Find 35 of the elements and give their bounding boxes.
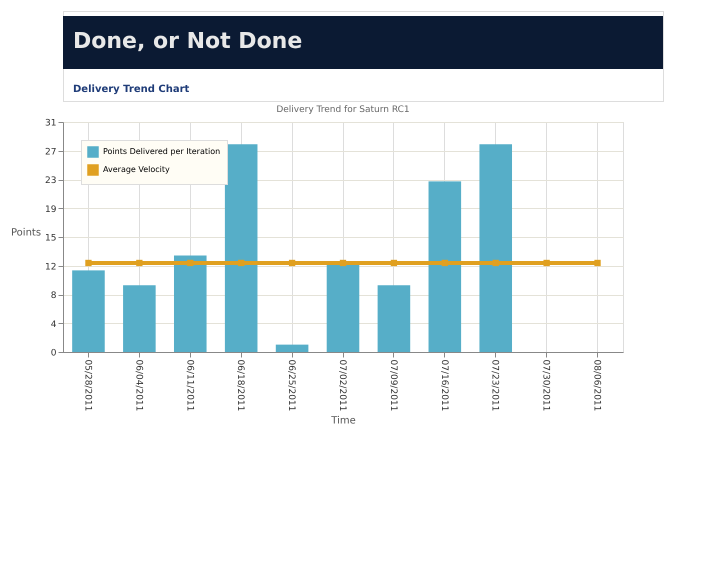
x-axis-title: Time [330,415,356,426]
bar [123,285,156,352]
y-tick-label: 19 [45,204,57,215]
x-tick-label: 07/30/2011 [540,360,551,412]
x-tick-label: 05/28/2011 [82,360,92,412]
legend-label: Points Delivered per Iteration [103,147,220,156]
x-tick-label: 07/16/2011 [438,360,449,412]
bar [428,181,462,352]
x-tick-label: 07/23/2011 [490,360,500,412]
x-tick-label: 07/09/2011 [388,360,398,412]
bar [378,285,410,352]
y-axis-title: Points [11,228,42,238]
chart-title: Delivery Trend for Saturn RC1 [276,105,410,115]
bar [276,344,308,352]
y-tick-label: 0 [50,348,57,358]
y-tick-label: 27 [45,147,56,158]
legend-label: Average Velocity [103,165,170,174]
x-tick-label: 06/18/2011 [235,360,246,412]
y-tick-label: 12 [45,262,56,272]
x-tick-label: 06/04/2011 [133,360,144,412]
x-tick-label: 08/06/2011 [592,360,602,412]
y-tick-label: 23 [45,176,56,186]
bar [224,144,258,352]
x-tick-label: 06/25/2011 [286,360,296,412]
bar [174,256,207,352]
x-tick-label: 07/02/2011 [337,360,347,412]
y-tick-label: 15 [45,234,56,244]
y-tick-label: 31 [45,118,56,128]
x-tick-label: 06/11/2011 [184,360,194,412]
y-tick-label: 4 [50,320,57,330]
y-tick-label: 8 [50,291,57,301]
text: Done, or Not Done [73,29,302,54]
bar [479,144,512,352]
bar [72,270,105,352]
text: Delivery Trend Chart [73,84,190,95]
